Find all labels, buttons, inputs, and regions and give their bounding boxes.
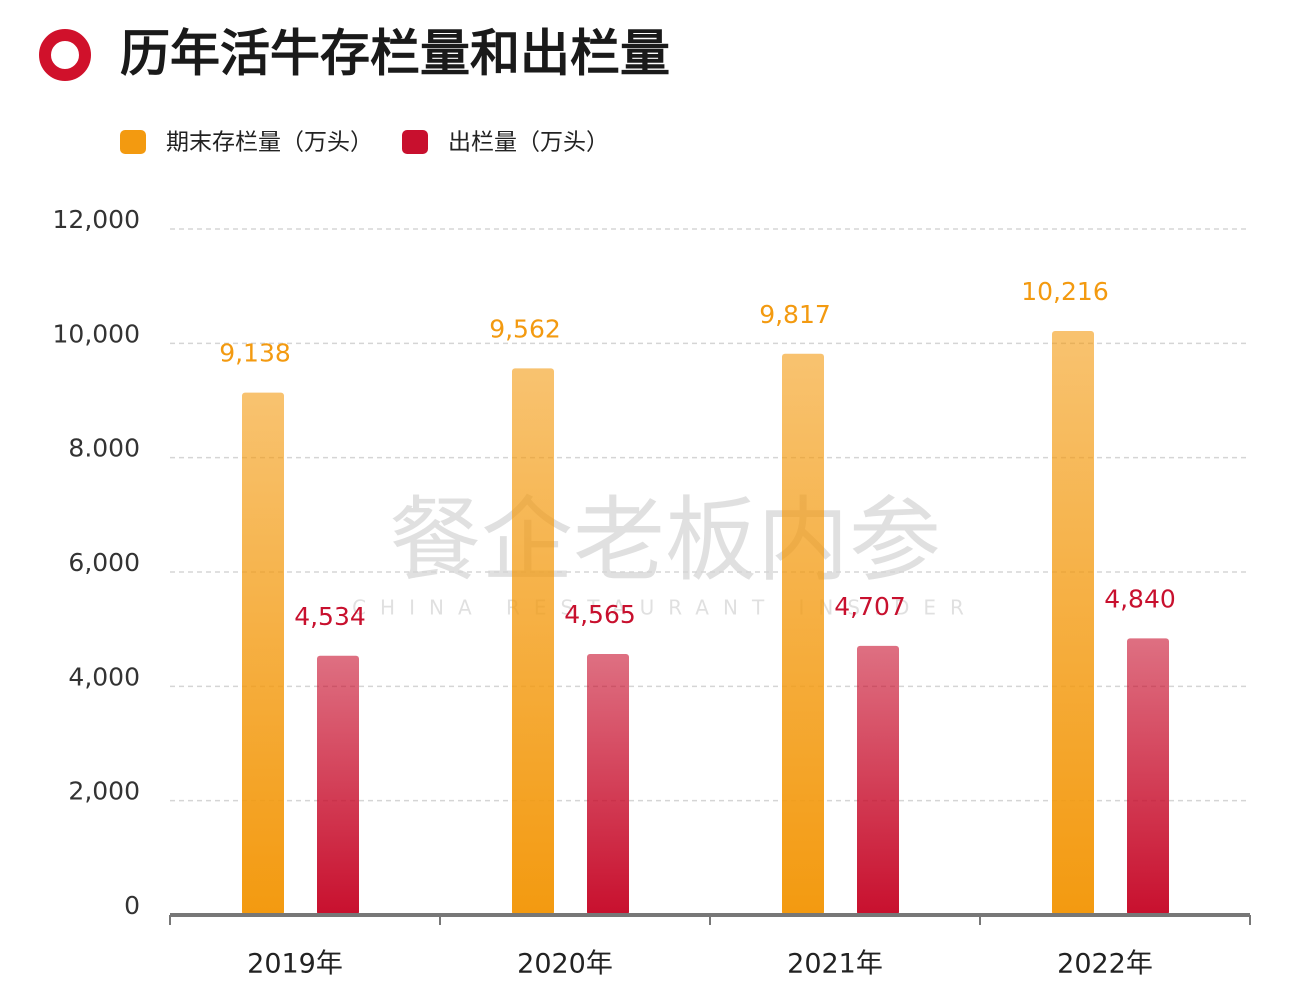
y-tick-label: 4,000	[68, 662, 140, 691]
data-label: 9,817	[759, 300, 831, 329]
bar	[587, 654, 629, 915]
bar	[317, 655, 359, 915]
data-label: 4,840	[1104, 584, 1176, 613]
y-tick-label: 10,000	[53, 319, 140, 348]
data-label: 4,565	[564, 600, 636, 629]
x-tick-label: 2022年	[1057, 949, 1153, 980]
x-tick-label: 2020年	[517, 949, 613, 980]
legend-label: 出栏量（万头）	[448, 130, 609, 156]
data-label: 4,534	[294, 602, 366, 631]
data-label: 9,138	[219, 339, 291, 368]
watermark-subtext: CHINA RESTAURANT INSIDER	[352, 596, 978, 620]
data-label: 4,707	[834, 592, 906, 621]
bar	[242, 392, 284, 916]
legend-swatch	[402, 130, 428, 154]
x-tick-label: 2021年	[787, 949, 883, 980]
title-icon	[39, 29, 91, 81]
x-tick-label: 2019年	[247, 949, 343, 980]
y-tick-label: 6,000	[68, 548, 140, 577]
y-tick-label: 0	[124, 891, 140, 920]
legend-label: 期末存栏量（万头）	[166, 130, 373, 156]
bar	[1052, 330, 1094, 915]
y-tick-label: 2,000	[68, 777, 140, 806]
bar	[512, 368, 554, 916]
y-tick-label: 8.000	[68, 434, 140, 463]
chart-title: 历年活牛存栏量和出栏量	[120, 25, 670, 83]
legend-swatch	[120, 130, 146, 154]
bar	[782, 353, 824, 916]
watermark-text: 餐企老板内参	[389, 487, 941, 594]
data-label: 10,216	[1021, 277, 1108, 306]
bar	[857, 645, 899, 915]
data-label: 9,562	[489, 314, 561, 343]
y-tick-label: 12,000	[53, 205, 140, 234]
bar	[1127, 638, 1169, 915]
